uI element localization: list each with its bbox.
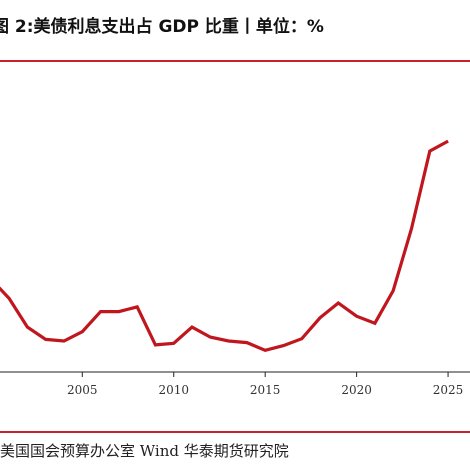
x-tick-label: 2005 — [67, 383, 98, 397]
x-tick-label: 2010 — [158, 383, 189, 397]
bottom-divider — [0, 431, 470, 433]
source-note: 美国国会预算办公室 Wind 华泰期货研究院 — [0, 442, 289, 460]
x-tick-label: 2020 — [341, 383, 372, 397]
x-tick-label: 2015 — [250, 383, 281, 397]
x-axis: 2005 2010 2015 2020 2025 — [0, 371, 470, 397]
chart-title: 图 2:美债利息支出占 GDP 比重丨单位：% — [0, 17, 324, 37]
x-tick-label: 2025 — [433, 383, 464, 397]
series-line — [0, 139, 449, 352]
top-divider — [0, 60, 470, 62]
series-layer — [0, 139, 449, 352]
